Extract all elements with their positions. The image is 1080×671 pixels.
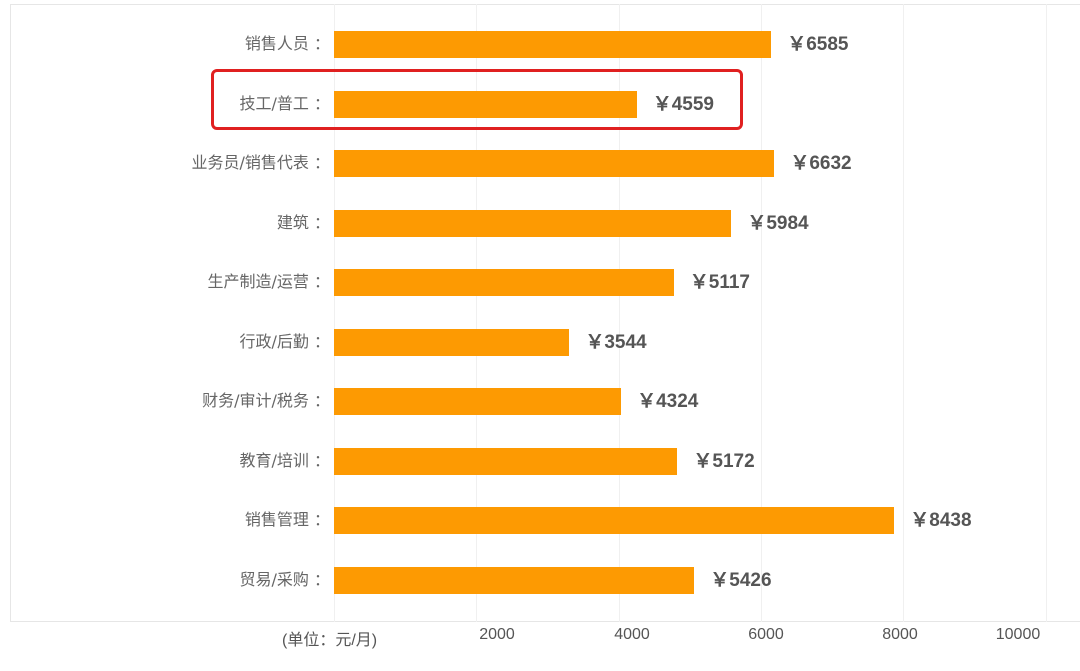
category-label: 技工/普工 ： — [239, 93, 330, 113]
bar — [334, 566, 695, 594]
bar-row: 贸易/采购 ： ￥5426 — [0, 566, 1080, 595]
value-label: ￥4559 — [652, 93, 714, 115]
category-label: 教育/培训 ： — [239, 450, 330, 470]
value-label: ￥5117 — [689, 272, 750, 293]
gridline — [619, 4, 620, 622]
bar — [334, 388, 622, 415]
gridline — [334, 4, 335, 622]
value-label: ￥5984 — [747, 212, 809, 234]
x-tick: 8000 — [882, 626, 918, 643]
category-label: 业务员/销售代表 ： — [191, 153, 330, 172]
bar — [334, 269, 674, 296]
x-tick: 6000 — [748, 626, 784, 643]
value-label: ￥8438 — [910, 510, 972, 531]
value-label: ￥3544 — [585, 331, 647, 353]
bar — [334, 209, 732, 237]
bar-row: 销售人员 ： ￥6585 — [0, 31, 1080, 59]
category-label: 销售人员 ： — [244, 34, 330, 53]
category-label: 生产制造/运营 ： — [207, 272, 330, 291]
highlight-box — [211, 69, 743, 130]
axis-unit-label: (单位：元/月) — [282, 632, 378, 649]
x-tick: 10000 — [995, 626, 1041, 643]
gridline — [761, 4, 762, 622]
bar-row: 教育/培训 ： ￥5172 — [0, 447, 1080, 476]
category-label: 贸易/采购 ： — [239, 569, 330, 589]
bar — [334, 447, 678, 475]
x-tick: 2000 — [479, 626, 515, 643]
bar-row: 业务员/销售代表 ： ￥6632 — [0, 150, 1080, 178]
bar-row: 财务/审计/税务 ： ￥4324 — [0, 388, 1080, 416]
bar — [334, 507, 895, 534]
gridline — [476, 4, 477, 622]
bar — [334, 90, 637, 118]
bar-row: 生产制造/运营 ： ￥5117 — [0, 269, 1080, 297]
x-tick: 4000 — [614, 626, 650, 643]
value-label: ￥5172 — [693, 450, 755, 472]
value-label: ￥5426 — [710, 569, 772, 591]
bar-row: 技工/普工 ： ￥4559 — [0, 90, 1080, 119]
bar — [334, 31, 772, 58]
bar — [334, 328, 570, 356]
bar-row: 行政/后勤 ： ￥3544 — [0, 328, 1080, 357]
gridline — [903, 4, 904, 622]
chart-frame — [10, 4, 1080, 622]
bar-row: 销售管理 ： ￥8438 — [0, 507, 1080, 535]
category-label: 行政/后勤 ： — [239, 331, 330, 351]
bar — [334, 150, 775, 177]
bar-row: 建筑 ： ￥5984 — [0, 209, 1080, 238]
value-label: ￥4324 — [637, 391, 699, 412]
value-label: ￥6585 — [787, 34, 849, 55]
value-label: ￥6632 — [790, 153, 852, 174]
gridline — [1046, 4, 1047, 622]
category-label: 财务/审计/税务 ： — [202, 391, 330, 410]
category-label: 销售管理 ： — [244, 510, 330, 529]
category-label: 建筑 ： — [276, 212, 330, 232]
